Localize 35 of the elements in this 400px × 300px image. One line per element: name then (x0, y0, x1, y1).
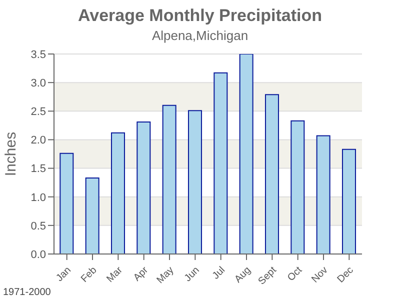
bar (60, 152, 74, 254)
text: 1971-2000 (3, 287, 51, 298)
bar (342, 148, 356, 254)
x-tick-label: Oct (286, 264, 305, 284)
x-tick-label: Jul (210, 264, 228, 282)
x-tick-label: Jan (54, 264, 74, 284)
bar (162, 104, 176, 254)
x-tick-label: Apr (132, 264, 151, 284)
x-tick-label: Aug (232, 264, 254, 286)
bar (214, 72, 228, 254)
x-tick-label: Mar (104, 264, 126, 285)
x-tick-label: Feb (79, 264, 100, 285)
bar (136, 122, 151, 254)
chart-title: Average Monthly Precipitation (76, 6, 324, 26)
y-tick-label: 1.5 (30, 163, 46, 176)
bar (264, 94, 279, 254)
x-tick-label: Jun (182, 264, 202, 284)
y-tick-label: 3.5 (30, 48, 46, 61)
y-tick-label: 1.0 (30, 192, 46, 204)
y-tick-label: 0.5 (30, 220, 46, 232)
bar (316, 135, 330, 254)
y-tick-label: 2.0 (30, 134, 46, 147)
bar (239, 54, 254, 254)
bar (290, 120, 305, 254)
x-tick-label: Dec (335, 264, 356, 286)
y-tick-label: 0.0 (30, 248, 46, 261)
y-axis-title: Inches (2, 132, 20, 176)
y-tick-label: 2.5 (30, 106, 46, 118)
x-tick-label: Nov (310, 264, 330, 286)
bar (85, 178, 100, 254)
chart-subtitle: Alpena,Michigan (150, 28, 250, 43)
bar (110, 132, 125, 254)
bar (188, 110, 202, 254)
y-tick-label: 3.0 (30, 77, 46, 90)
x-tick-label: May (155, 264, 176, 286)
